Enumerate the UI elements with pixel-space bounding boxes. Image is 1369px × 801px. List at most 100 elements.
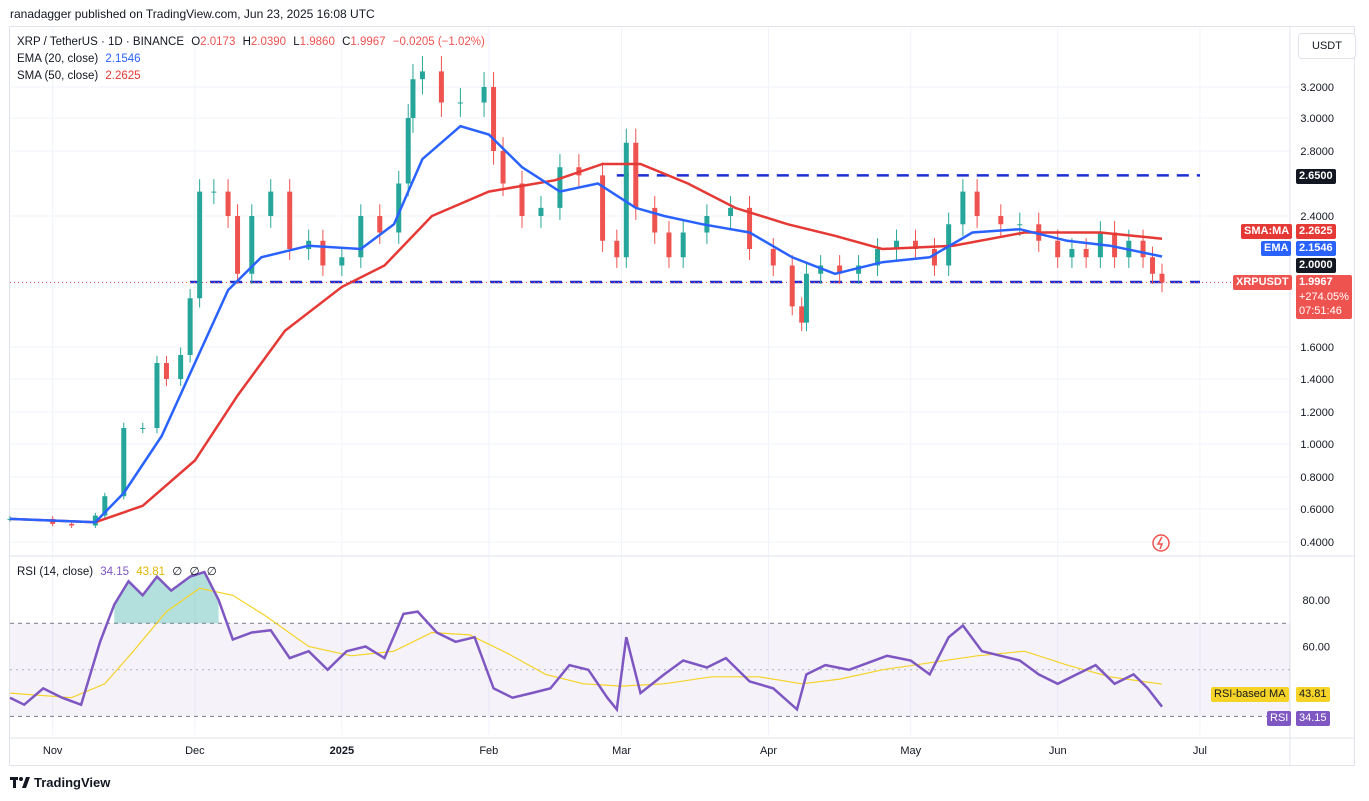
rsi-overbought-fill xyxy=(114,572,219,624)
candle-body xyxy=(197,191,203,299)
candle-body xyxy=(377,216,383,233)
lightning-icon xyxy=(1156,536,1164,550)
time-tick-label: May xyxy=(900,745,921,757)
support-price-tag: 2.0000 xyxy=(1296,258,1336,273)
published-line: ranadagger published on TradingView.com,… xyxy=(10,7,375,21)
candle-body xyxy=(410,79,416,118)
ema-name-tag: EMA xyxy=(1261,241,1292,256)
price-tick-label: 3.2000 xyxy=(1300,82,1334,94)
candle-body xyxy=(623,142,629,258)
rsi-legend-empty-3: ∅ xyxy=(206,566,217,578)
candle-body xyxy=(457,102,463,104)
ema-label[interactable]: EMA (20, close) xyxy=(17,53,99,65)
candle-body xyxy=(1017,224,1023,226)
candle-body xyxy=(121,428,127,497)
change-value: −0.0205 (−1.02%) xyxy=(392,36,485,48)
sma-name-tag: SMA:MA xyxy=(1241,224,1293,239)
candle-body xyxy=(419,71,425,80)
candle-body xyxy=(500,151,506,184)
candle-body xyxy=(1150,257,1156,274)
rsi-legend-empty-1: ∅ xyxy=(172,566,183,578)
candle-body xyxy=(837,265,843,274)
sma-value: 2.2625 xyxy=(105,70,141,82)
price-tick-label: 0.6000 xyxy=(1300,504,1334,516)
candle-body xyxy=(789,265,795,307)
candle-body xyxy=(856,265,862,274)
candle-body xyxy=(614,240,620,258)
candle-body xyxy=(1055,240,1061,258)
close-label: C xyxy=(342,36,351,48)
candle-body xyxy=(235,216,241,274)
time-tick-label: Mar xyxy=(612,745,631,757)
rsi-label[interactable]: RSI (14, close) xyxy=(17,566,94,578)
candle-body xyxy=(405,118,411,184)
candle-body xyxy=(187,298,193,355)
chart-frame xyxy=(9,26,1355,766)
time-tick-label: Feb xyxy=(479,745,498,757)
replay-icon xyxy=(1152,534,1170,552)
candle-body xyxy=(396,183,402,233)
rsi-ma-line xyxy=(9,587,1163,699)
time-tick-label: 2025 xyxy=(330,745,354,757)
rsi-band-fill xyxy=(10,623,1290,717)
last-price-tag: 1.9967 +274.05% 07:51:46 xyxy=(1296,275,1352,319)
time-tick-label: Dec xyxy=(185,745,205,757)
candle-body xyxy=(102,496,108,516)
candle-body xyxy=(69,523,75,526)
change-percent: +274.05% xyxy=(1299,290,1349,303)
symbol-title[interactable]: XRP / TetherUS · 1D · BINANCE xyxy=(17,36,185,48)
candle-body xyxy=(211,191,217,193)
last-price: 1.9967 xyxy=(1299,276,1333,288)
candle-body xyxy=(320,240,326,266)
rsi-tick-label: 60.00 xyxy=(1302,642,1330,654)
low-label: L xyxy=(293,36,300,48)
brand-name: TradingView xyxy=(34,775,111,790)
time-tick-label: Nov xyxy=(43,745,63,757)
price-legend: XRP / TetherUS · 1D · BINANCE O2.0173 H2… xyxy=(17,34,485,85)
candle-body xyxy=(519,183,525,216)
rsi-value-tag: 34.15 xyxy=(1296,711,1330,726)
candle-body xyxy=(770,249,776,266)
candle-body xyxy=(680,232,686,258)
rsi-line xyxy=(9,570,1163,713)
candle-body xyxy=(154,363,160,428)
currency-button[interactable]: USDT xyxy=(1298,33,1356,59)
tradingview-logo-icon xyxy=(10,776,30,788)
candle-body xyxy=(600,175,606,241)
candle-body xyxy=(633,142,639,208)
rsi-legend-value: 34.15 xyxy=(100,566,130,578)
price-tick-label: 0.4000 xyxy=(1300,537,1334,549)
time-tick-label: Jul xyxy=(1193,745,1207,757)
open-label: O xyxy=(191,36,201,48)
candle-body xyxy=(1112,232,1118,258)
candle-body xyxy=(960,191,966,225)
candle-body xyxy=(1069,249,1075,258)
candle-body xyxy=(799,306,805,323)
candle-body xyxy=(358,216,364,258)
candle-body xyxy=(287,191,293,249)
sma-label[interactable]: SMA (50, close) xyxy=(17,70,99,82)
price-tick-label: 3.0000 xyxy=(1300,113,1334,125)
rsi-legend-empty-2: ∅ xyxy=(189,566,200,578)
footer-brand[interactable]: TradingView xyxy=(10,775,110,790)
resistance-price-tag: 2.6500 xyxy=(1296,169,1336,184)
candle-body xyxy=(249,216,255,274)
candle-body xyxy=(652,207,658,233)
time-tick-label: Jun xyxy=(1049,745,1067,757)
candle-body xyxy=(538,207,544,216)
candle-body xyxy=(1159,273,1165,283)
price-tick-label: 1.0000 xyxy=(1300,439,1334,451)
high-label: H xyxy=(242,36,251,48)
candle-body xyxy=(438,71,444,103)
candle-body xyxy=(1140,240,1146,258)
candle-body xyxy=(728,207,734,216)
candle-body xyxy=(894,240,900,249)
price-tick-label: 0.8000 xyxy=(1300,472,1334,484)
candle-body xyxy=(747,207,753,249)
high-value: 2.0390 xyxy=(250,36,287,48)
sma50-line xyxy=(9,162,1163,524)
rsi-ma-name-tag: RSI-based MA xyxy=(1211,687,1289,702)
rsi-name-tag: RSI xyxy=(1267,711,1292,726)
candle-body xyxy=(912,240,918,249)
